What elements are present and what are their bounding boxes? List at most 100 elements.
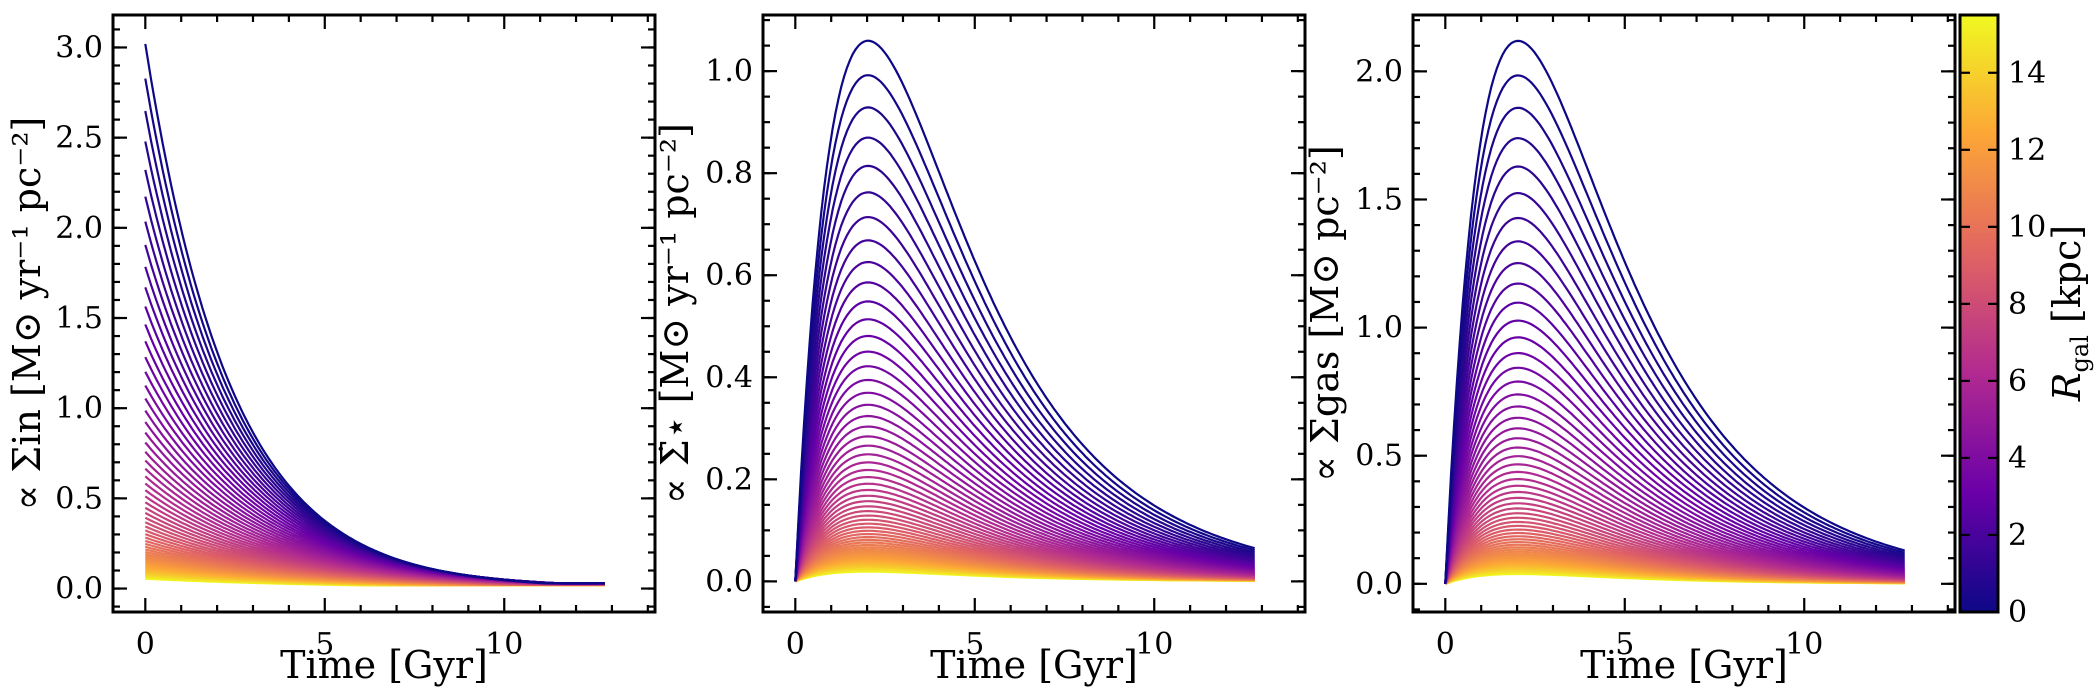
axes-frame [1411,13,1957,614]
x-tick-label: 0 [786,627,805,662]
colorbar-label: Rgal [kpc] [2045,225,2094,402]
y-tick-label: 0.6 [705,258,753,293]
series-line [794,378,1255,582]
x-tick-label: 0 [136,627,155,662]
y-tick-label: 0.5 [1355,439,1403,474]
axes-frame [761,13,1307,614]
x-tick-label: 10 [485,627,523,662]
series-line [144,78,605,585]
series-line [1444,319,1905,584]
series-line [1444,216,1905,584]
colorbar-tick-label: 14 [2008,56,2046,91]
y-tick-label: 1.0 [705,54,753,89]
panel-inflow: 0 5 10 0.0 0.5 1.0 1.5 2.0 2.5 3.0 Time [Gyr] ∝ Σin… [5,13,657,687]
series-line [1444,282,1905,584]
y-tick-label: 1.0 [1355,311,1403,346]
curve-group [144,43,605,587]
series-line [794,425,1255,582]
colorbar-tick-label: 2 [2008,518,2027,553]
colorbar-tick-label: 10 [2008,210,2046,245]
series-line [1444,393,1905,584]
series-line [1444,261,1905,584]
y-tick-label: 0.4 [705,360,753,395]
colorbar-ticks: 0 2 4 6 8 10 12 14 [1960,56,2046,630]
colorbar: 0 2 4 6 8 10 12 14 Rgal [kpc] [1958,13,2094,630]
series-line [1444,191,1905,584]
series-line [794,191,1255,582]
series-line [1444,352,1905,584]
y-tick-label: 0.0 [1355,567,1403,602]
series-line [794,106,1255,582]
y-tick-label: 2.0 [55,211,103,246]
series-line [794,300,1255,582]
series-line [1444,301,1905,584]
series-line [1444,336,1905,584]
x-axis-label: Time [Gyr] [1580,643,1788,687]
y-tick-label: 2.5 [55,121,103,156]
colorbar-frame [1958,13,2000,614]
y-tick-label: 3.0 [55,30,103,65]
series-line [794,239,1255,582]
panel-star-formation: 0 5 10 0.0 0.2 0.4 0.6 0.8 1.0 Time [Gyr] ∝ Σ̇⋆ [M… [653,13,1307,687]
series-line [1444,136,1905,584]
series-line [1444,405,1905,584]
series-line [1444,437,1905,585]
y-tick-label: 0.8 [705,156,753,191]
series-line [1444,427,1905,584]
series-line [794,281,1255,582]
x-axis-label: Time [Gyr] [930,643,1138,687]
y-tick-label: 0.2 [705,462,753,497]
series-line [794,365,1255,582]
series-line [794,74,1255,582]
series-line [1444,74,1905,584]
series-line [1444,380,1905,584]
series-line [794,318,1255,582]
series-line [1444,416,1905,584]
series-line [1444,366,1905,584]
x-tick-label: 10 [1135,627,1173,662]
colorbar-tick-label: 8 [2008,287,2027,322]
series-line [794,136,1255,582]
series-line [144,43,605,585]
axes-frame [111,13,657,614]
series-line [794,164,1255,582]
colorbar-tick-label: 4 [2008,441,2027,476]
x-tick-label: 5 [965,627,984,662]
curve-group [794,39,1256,583]
series-line [794,334,1255,582]
series-line [794,39,1256,582]
y-axis-label: ∝ Σgas [M⊙ pc⁻²] [1303,145,1347,482]
colorbar-tick-label: 6 [2008,364,2027,399]
series-line [794,215,1255,582]
x-tick-label: 5 [315,627,334,662]
x-axis-label: Time [Gyr] [280,643,488,687]
series-line [794,261,1255,582]
series-line [144,141,605,585]
colorbar-gradient [1960,15,1998,612]
y-axis-label: ∝ Σin [M⊙ yr⁻¹ pc⁻²] [5,117,49,511]
y-tick-label: 0.5 [55,481,103,516]
y-axis-label: ∝ Σ̇⋆ [M⊙ yr⁻¹ pc⁻²] [653,123,697,504]
y-tick-label: 1.5 [55,301,103,336]
series-line [794,403,1255,582]
x-tick-label: 5 [1615,627,1634,662]
series-line [1444,106,1905,584]
y-tick-label: 1.5 [1355,182,1403,217]
panel-gas: 0 5 10 0.0 0.5 1.0 1.5 2.0 Time [Gyr] ∝ Σgas [M⊙ … [1303,13,1957,687]
y-tick-label: 2.0 [1355,54,1403,89]
series-line [144,110,605,585]
x-tick-label: 0 [1436,627,1455,662]
series-line [1444,165,1905,584]
x-tick-label: 10 [1785,627,1823,662]
series-line [794,391,1255,582]
colorbar-tick-label: 12 [2008,133,2046,168]
y-tick-label: 0.0 [705,564,753,599]
y-tick-label: 1.0 [55,391,103,426]
colorbar-tick-label: 0 [2008,595,2027,630]
curve-group [1444,39,1906,585]
series-line [794,414,1255,582]
series-line [1444,39,1906,584]
series-line [1444,240,1905,584]
y-tick-label: 0.0 [55,572,103,607]
